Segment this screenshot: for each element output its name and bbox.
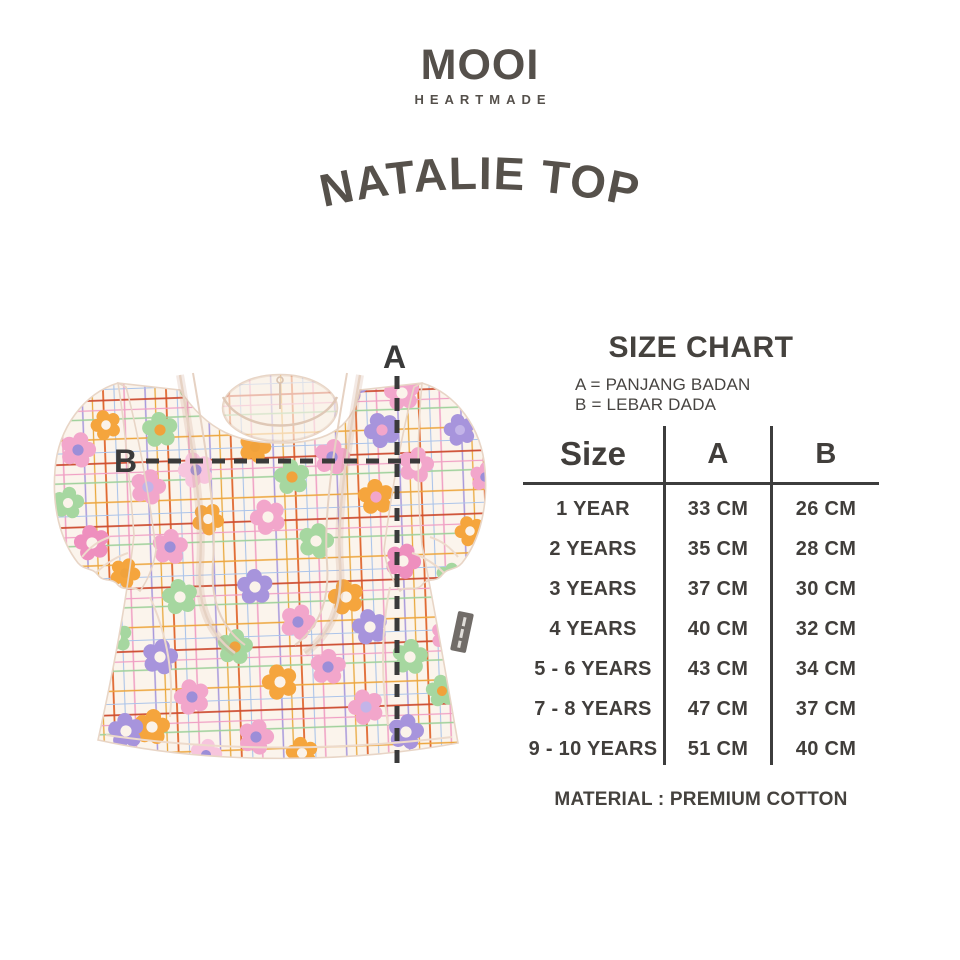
table-row-b: 32 CM bbox=[795, 618, 857, 640]
product-photo bbox=[53, 372, 487, 765]
table-row-a: 47 CM bbox=[666, 685, 773, 725]
table-row-b: 28 CM bbox=[795, 538, 857, 560]
table-row-a: 51 CM bbox=[666, 725, 773, 765]
column-header-b: B bbox=[773, 426, 879, 485]
page-title: NATALIE TOP bbox=[315, 147, 644, 217]
table-row-size: 4 YEARS bbox=[523, 605, 666, 645]
legend-line-a: A = PANJANG BADAN bbox=[575, 375, 751, 394]
table-row-b: 26 CM bbox=[795, 498, 857, 520]
product-title-arch: NATALIE TOP bbox=[315, 147, 645, 217]
table-row-b: 34 CM bbox=[795, 658, 857, 680]
table-row-b: 30 CM bbox=[795, 578, 857, 600]
size-tag bbox=[450, 611, 474, 653]
table-row-size: 9 - 10 YEARS bbox=[523, 725, 666, 765]
table-row-a: 43 CM bbox=[666, 645, 773, 685]
table-row-size: 2 YEARS bbox=[523, 525, 666, 565]
neckline bbox=[221, 373, 339, 443]
measurement-label-a: A bbox=[383, 339, 407, 375]
table-row-b: 37 CM bbox=[795, 698, 857, 720]
brand-logo: MOOI HEARTMADE bbox=[0, 41, 960, 108]
brand-name: MOOI bbox=[420, 41, 540, 89]
table-row-a: 40 CM bbox=[666, 605, 773, 645]
table-row-size: 3 YEARS bbox=[523, 565, 666, 605]
legend-line-b: B = LEBAR DADA bbox=[575, 395, 717, 414]
column-header-size: Size bbox=[523, 426, 666, 485]
svg-text:NATALIE TOP: NATALIE TOP bbox=[315, 147, 645, 217]
size-table: Size A B 1 YEAR 33 CM 26 CM 2 YEARS 35 C… bbox=[523, 426, 879, 765]
material-note: MATERIAL : PREMIUM COTTON bbox=[554, 789, 848, 810]
brand-tagline: HEARTMADE bbox=[414, 92, 552, 107]
table-row-a: 33 CM bbox=[666, 485, 773, 525]
table-row-size: 5 - 6 YEARS bbox=[523, 645, 666, 685]
table-row-b: 40 CM bbox=[795, 738, 857, 760]
column-header-a: A bbox=[666, 426, 773, 485]
button-loop bbox=[276, 376, 284, 384]
table-row-size: 7 - 8 YEARS bbox=[523, 685, 666, 725]
front-ruffles bbox=[176, 372, 364, 657]
table-row-size: 1 YEAR bbox=[523, 485, 666, 525]
table-row-a: 35 CM bbox=[666, 525, 773, 565]
measurement-legend: A = PANJANG BADAN B = LEBAR DADA bbox=[575, 375, 751, 415]
measurement-label-b: B bbox=[114, 443, 138, 479]
table-row-a: 37 CM bbox=[666, 565, 773, 605]
size-chart-heading: SIZE CHART bbox=[608, 331, 794, 364]
fabric-wrinkles bbox=[81, 536, 459, 749]
